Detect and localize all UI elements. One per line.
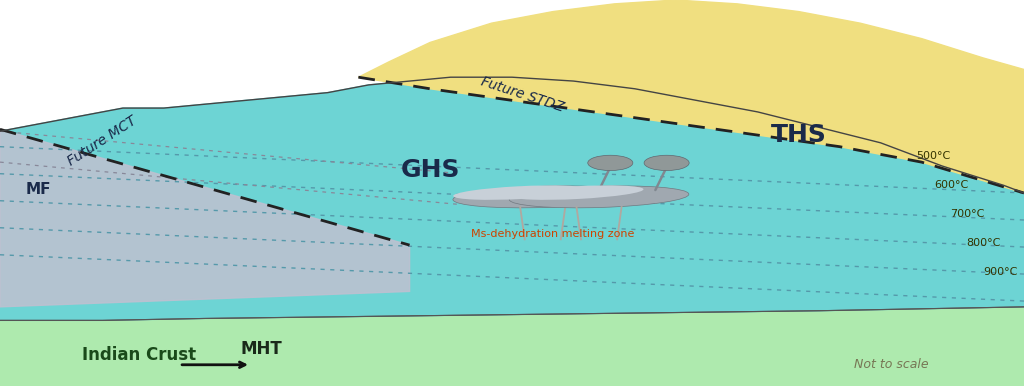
Text: THS: THS	[771, 123, 826, 147]
Ellipse shape	[588, 155, 633, 171]
Text: 800°C: 800°C	[967, 238, 1001, 248]
Text: MF: MF	[26, 182, 51, 196]
Text: Ms-dehydration melting zone: Ms-dehydration melting zone	[471, 229, 635, 239]
Text: 900°C: 900°C	[983, 267, 1018, 277]
Text: Not to scale: Not to scale	[854, 358, 928, 371]
Ellipse shape	[509, 186, 689, 208]
Text: MHT: MHT	[241, 340, 283, 358]
Text: Future MCT: Future MCT	[66, 113, 139, 168]
Polygon shape	[358, 0, 1024, 193]
Text: 500°C: 500°C	[916, 151, 950, 161]
Text: 600°C: 600°C	[934, 180, 968, 190]
Ellipse shape	[454, 185, 587, 200]
Ellipse shape	[453, 186, 633, 208]
Polygon shape	[0, 77, 1024, 320]
Polygon shape	[0, 307, 1024, 386]
Text: Future STDZ: Future STDZ	[479, 74, 565, 115]
Polygon shape	[0, 129, 410, 307]
Ellipse shape	[644, 155, 689, 171]
Text: GHS: GHS	[400, 158, 460, 182]
Ellipse shape	[510, 185, 643, 200]
Text: 700°C: 700°C	[950, 209, 985, 219]
Text: Indian Crust: Indian Crust	[82, 346, 196, 364]
